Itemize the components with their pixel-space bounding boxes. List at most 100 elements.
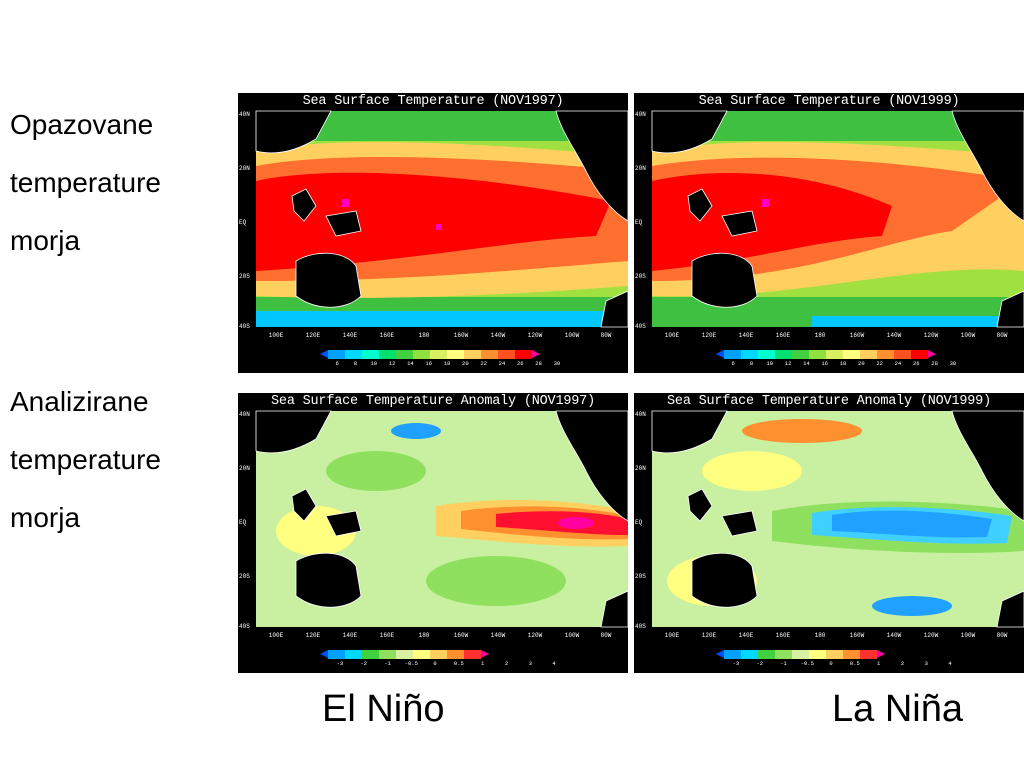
anomaly-map-graphic (255, 410, 628, 628)
colorbar-tick-label: 26 (912, 360, 920, 367)
lon-tick: 100W (960, 632, 976, 639)
lat-tick: 20S (635, 573, 646, 580)
colorbar-tick-label: 16 (821, 360, 829, 367)
colorbar-tick-label: 28 (931, 360, 938, 367)
lat-tick: 40S (239, 323, 250, 330)
australia-land (295, 552, 362, 608)
colorbar-tick-label: -0.5 (404, 660, 418, 667)
colorbar-segment (430, 650, 447, 659)
lat-tick: 40S (239, 623, 250, 630)
colorbar-segment (877, 350, 894, 359)
south-america-land (996, 590, 1024, 628)
south-america-land (600, 590, 628, 628)
colorbar-tick-label: -2 (756, 660, 763, 667)
colorbar-segment (724, 650, 741, 659)
hot-spot (762, 199, 769, 207)
cool-patch (872, 596, 952, 616)
sst-colorbar (716, 350, 936, 359)
colorbar-segment (826, 350, 843, 359)
colorbar-segment (447, 650, 464, 659)
colorbar-tick-label: -3 (732, 660, 740, 667)
australia-land (691, 252, 758, 308)
colorbar-tick-label: 24 (894, 360, 902, 367)
colorbar-tick-label: 20 (462, 360, 469, 367)
lat-tick: 20N (635, 465, 646, 472)
panel-title: Sea Surface Temperature (NOV1999) (698, 94, 960, 109)
colorbar-segment (328, 350, 345, 359)
lon-tick: 140E (342, 332, 358, 339)
sst-map-nov1999: Sea Surface Temperature (NOV1999) 40N 20… (634, 93, 1024, 373)
colorbar-tick-label: 12 (784, 360, 792, 367)
colorbar-arrow-high (481, 650, 489, 658)
colorbar-segment (809, 650, 826, 659)
americas-land (555, 410, 628, 522)
colorbar-tick-label: 3 (924, 660, 928, 667)
slight-warm-patch (702, 451, 802, 491)
anomaly-map-graphic (651, 410, 1024, 628)
panel-title: Sea Surface Temperature Anomaly (NOV1999… (667, 394, 991, 409)
lon-tick: 140W (886, 632, 902, 639)
lon-tick: 120W (923, 632, 939, 639)
lon-tick: 100E (268, 332, 284, 339)
lat-tick: EQ (239, 219, 247, 226)
colorbar-tick-label: 4 (948, 660, 952, 667)
colorbar-tick-label: 22 (876, 360, 883, 367)
lon-tick: 100W (960, 332, 976, 339)
colorbar-segment (860, 350, 877, 359)
anomaly-colorbar (320, 650, 489, 659)
lon-tick: 180 (814, 632, 826, 639)
colorbar-tick-label: 24 (498, 360, 506, 367)
colorbar-segment (894, 350, 911, 359)
colorbar-tick-label: 30 (949, 360, 957, 367)
lon-tick: 120E (305, 332, 321, 339)
colorbar-segment (741, 350, 758, 359)
anomaly-colorbar-ticks: -3 -2 -1 -0.5 0 0.5 1 2 3 4 (724, 660, 962, 667)
australia-land (295, 252, 362, 308)
colorbar-segment (758, 650, 775, 659)
colorbar-tick-label: 18 (839, 360, 847, 367)
lon-tick: 160E (775, 332, 791, 339)
colorbar-segment (464, 650, 481, 659)
island-land (687, 488, 713, 522)
island-land (291, 188, 317, 222)
lon-tick: 120E (305, 632, 321, 639)
colorbar-segment (396, 350, 413, 359)
colorbar-segment (741, 650, 758, 659)
analyzed-temperatures-label: Analizirane temperature morja (10, 373, 161, 547)
lat-tick: 40N (239, 411, 250, 418)
colorbar-segment (362, 350, 379, 359)
lon-tick: 140W (490, 332, 506, 339)
colorbar-segment (345, 650, 362, 659)
lat-tick: 20N (635, 165, 646, 172)
observed-line-3: morja (10, 225, 81, 256)
south-cold-band (256, 311, 628, 327)
lon-tick: 80W (600, 632, 612, 639)
panel-title: Sea Surface Temperature Anomaly (NOV1997… (271, 394, 595, 409)
sst-map-nov1997: Sea Surface Temperature (NOV1997) 40N 20… (238, 93, 628, 373)
colorbar-tick-label: 6 (731, 360, 735, 367)
lon-tick: 160E (775, 632, 791, 639)
lat-tick: 40N (635, 111, 646, 118)
island-land (687, 188, 713, 222)
americas-land (951, 110, 1024, 222)
observed-line-2: temperature (10, 167, 161, 198)
lat-tick: EQ (239, 519, 247, 526)
colorbar-arrow-low (716, 650, 724, 658)
colorbar-tick-label: 1 (877, 660, 881, 667)
australia-land (691, 552, 758, 608)
colorbar-segment (809, 350, 826, 359)
colorbar-tick-label: 20 (858, 360, 865, 367)
colorbar-arrow-low (716, 350, 724, 358)
lon-tick: 140E (738, 632, 754, 639)
lon-tick: 180 (418, 632, 430, 639)
asia-land (651, 410, 728, 454)
lon-tick: 180 (418, 332, 430, 339)
colorbar-segment (413, 350, 430, 359)
colorbar-segment (464, 350, 481, 359)
colorbar-segment (758, 350, 775, 359)
observed-temperatures-label: Opazovane temperature morja (10, 96, 161, 270)
asia-land (255, 410, 332, 454)
colorbar-tick-label: 0 (829, 660, 833, 667)
lon-tick: 100E (664, 332, 680, 339)
americas-land (555, 110, 628, 222)
